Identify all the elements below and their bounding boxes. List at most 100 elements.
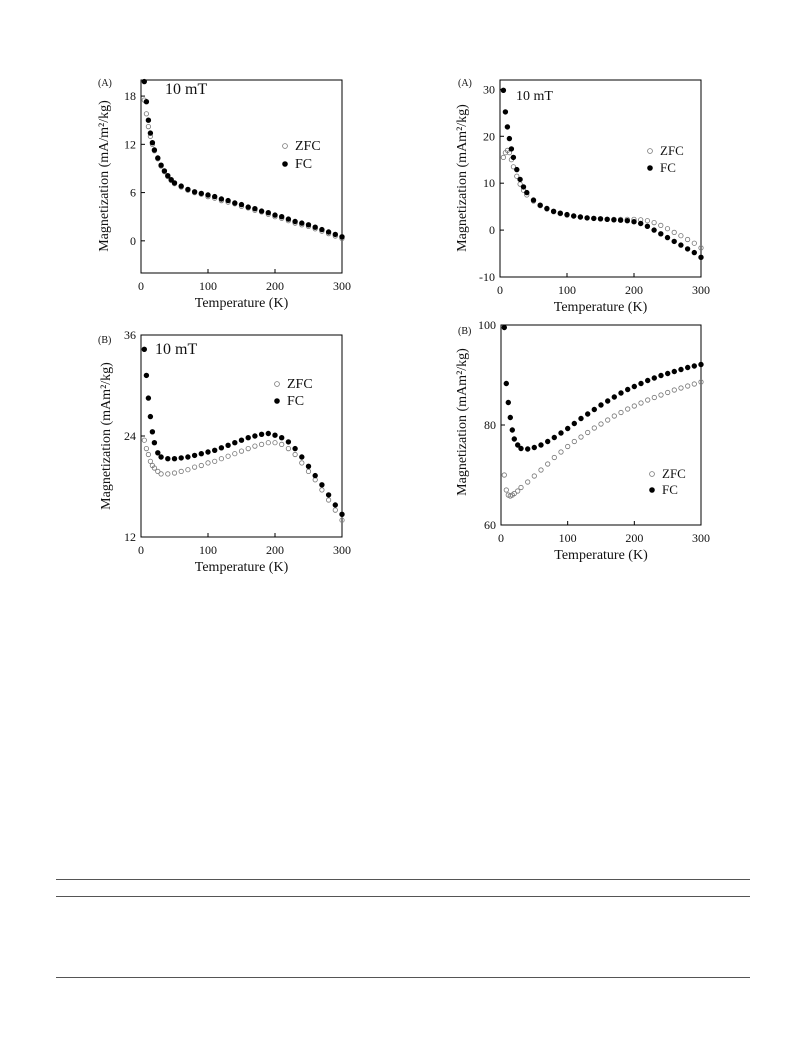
- data-point-fc: [258, 431, 265, 437]
- data-point-zfc: [531, 473, 537, 479]
- panel-label: (A): [458, 78, 472, 89]
- data-point-fc: [158, 454, 164, 460]
- data-point-fc: [285, 439, 292, 445]
- data-point-fc: [205, 449, 211, 455]
- data-point-fc: [578, 415, 584, 422]
- data-point-fc: [265, 430, 271, 437]
- data-point-fc: [631, 383, 637, 390]
- y-tick-label: 18: [124, 89, 136, 103]
- data-point-fc: [685, 364, 691, 371]
- data-point-fc: [638, 380, 644, 387]
- data-point-zfc: [651, 394, 657, 401]
- data-point-fc: [611, 217, 617, 223]
- data-point-fc: [211, 193, 218, 200]
- data-point-fc: [550, 208, 557, 214]
- x-tick-label: 200: [625, 283, 643, 297]
- x-tick-label: 200: [266, 543, 284, 557]
- legend-label-zfc: ZFC: [662, 466, 686, 481]
- data-point-zfc: [205, 460, 211, 466]
- data-point-fc: [611, 394, 617, 400]
- data-point-zfc: [578, 434, 584, 440]
- data-point-fc: [557, 210, 563, 216]
- data-point-fc: [597, 216, 604, 222]
- data-point-fc: [671, 238, 677, 245]
- data-point-fc: [312, 472, 318, 479]
- legend: ZFC FC: [647, 143, 684, 175]
- data-point-zfc: [515, 488, 521, 494]
- data-point-fc: [171, 180, 178, 186]
- legend-marker-zfc: [282, 143, 288, 149]
- data-point-zfc: [671, 229, 677, 235]
- data-point-fc: [299, 220, 305, 226]
- data-point-fc: [504, 124, 511, 130]
- legend-label-fc: FC: [660, 160, 676, 175]
- y-tick-label: 20: [483, 129, 495, 143]
- data-point-fc: [698, 361, 704, 368]
- data-point-zfc: [272, 440, 278, 446]
- data-point-fc: [510, 154, 517, 161]
- y-tick-label: 6: [130, 186, 136, 200]
- data-point-fc: [525, 446, 531, 452]
- data-point-zfc: [518, 484, 524, 491]
- data-point-fc: [339, 234, 345, 240]
- y-tick-label: 0: [489, 223, 495, 237]
- table-bottom-rule: [56, 977, 750, 978]
- data-point-fc: [591, 215, 597, 222]
- data-point-fc: [279, 213, 285, 220]
- x-tick-label: 300: [333, 543, 351, 557]
- data-point-zfc: [665, 389, 671, 396]
- data-point-zfc: [145, 124, 151, 130]
- y-tick-label: 12: [124, 137, 136, 151]
- data-point-fc: [211, 447, 218, 453]
- x-axis-label: Temperature (K): [195, 560, 289, 575]
- legend: ZFC FC: [274, 377, 313, 409]
- data-point-fc: [565, 425, 571, 432]
- data-point-fc: [155, 450, 161, 456]
- field-annotation: 10 mT: [155, 341, 197, 358]
- series-fc: [500, 87, 704, 260]
- y-tick-label: 100: [478, 318, 496, 332]
- data-point-fc: [671, 368, 677, 375]
- data-point-fc: [664, 234, 671, 241]
- chart-panel-1: 0 100 200 300 0 6 12 18 Temperature (K) Magnetiza…: [97, 78, 351, 311]
- data-point-fc: [339, 511, 345, 517]
- data-point-fc: [537, 202, 543, 208]
- data-point-zfc: [238, 448, 245, 454]
- data-point-zfc: [644, 218, 651, 224]
- data-point-zfc: [510, 164, 517, 170]
- plot-frame: [140, 334, 343, 538]
- data-point-fc: [265, 209, 271, 216]
- data-point-fc: [638, 220, 644, 227]
- data-point-zfc: [143, 445, 149, 452]
- data-point-fc: [520, 184, 527, 190]
- x-axis-label: Temperature (K): [195, 296, 289, 311]
- data-point-zfc: [151, 465, 157, 471]
- data-point-zfc: [538, 467, 544, 473]
- legend-marker-zfc: [647, 148, 653, 154]
- data-point-fc: [185, 186, 191, 193]
- data-point-zfc: [658, 392, 664, 398]
- data-point-fc: [571, 420, 577, 427]
- data-point-zfc: [332, 507, 338, 513]
- data-point-fc: [147, 130, 154, 136]
- legend-label-zfc: ZFC: [287, 377, 313, 392]
- data-point-zfc: [171, 470, 178, 476]
- data-point-fc: [571, 213, 577, 219]
- data-point-zfc: [245, 445, 251, 452]
- data-point-zfc: [618, 409, 624, 416]
- data-point-fc: [678, 242, 684, 248]
- data-point-fc: [285, 216, 292, 222]
- data-point-fc: [272, 432, 278, 438]
- data-point-fc: [515, 442, 521, 448]
- data-point-fc: [232, 440, 238, 446]
- data-point-fc: [292, 445, 298, 452]
- data-point-zfc: [571, 438, 577, 445]
- data-point-fc: [514, 166, 520, 173]
- data-point-fc: [158, 162, 164, 168]
- x-tick-label: 300: [692, 283, 710, 297]
- data-point-fc: [517, 176, 523, 183]
- x-tick-label: 300: [692, 531, 710, 545]
- data-point-fc: [508, 146, 515, 152]
- data-point-fc: [238, 437, 245, 443]
- data-point-fc: [149, 429, 156, 435]
